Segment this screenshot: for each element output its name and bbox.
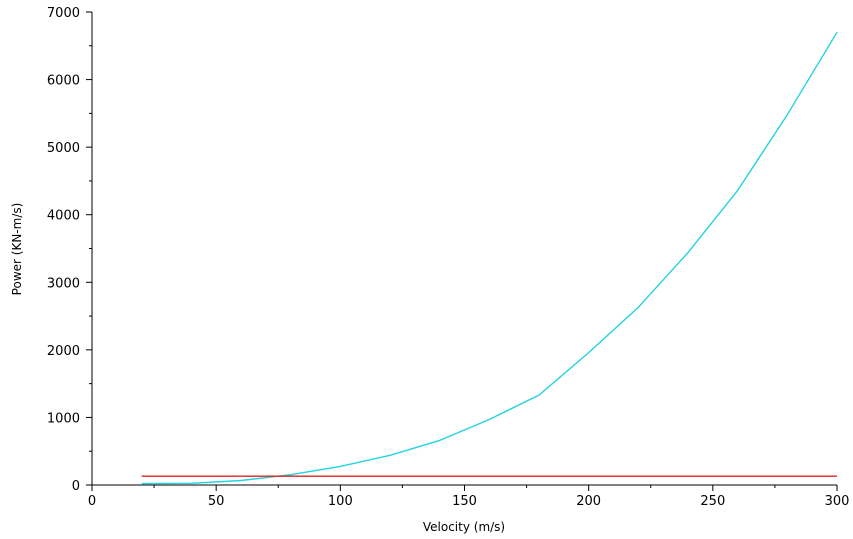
y-tick-label: 6000 <box>47 74 80 89</box>
y-tick-label: 3000 <box>47 276 80 291</box>
x-tick-label: 100 <box>328 494 353 509</box>
x-tick-label: 250 <box>700 494 725 509</box>
x-tick-label: 0 <box>88 494 96 509</box>
y-tick-label: 2000 <box>47 344 80 359</box>
x-tick-label: 150 <box>452 494 477 509</box>
x-tick-label: 50 <box>208 494 225 509</box>
series-line-1 <box>141 31 838 485</box>
x-tick-label: 200 <box>576 494 601 509</box>
x-axis-title: Velocity (m/s) <box>423 520 505 534</box>
y-tick-label: 7000 <box>47 6 80 21</box>
axes: 0 50 100 150 200 250 3000100020003000400050006… <box>47 6 850 509</box>
y-tick-label: 5000 <box>47 141 80 156</box>
series-layer <box>141 31 838 485</box>
y-tick-label: 4000 <box>47 209 80 224</box>
y-tick-label: 1000 <box>47 411 80 426</box>
y-axis-title: Power (KN-m/s) <box>10 203 24 296</box>
y-tick-label: 0 <box>72 479 80 494</box>
x-tick-label: 300 <box>825 494 850 509</box>
